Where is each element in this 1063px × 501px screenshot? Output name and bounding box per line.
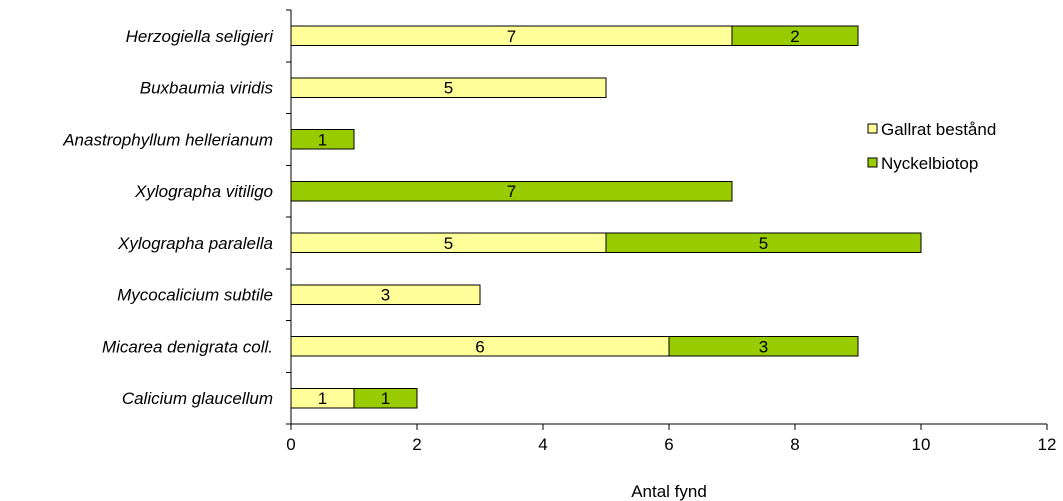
data-labels: 7 2 5 1 7 5 5 3 6 3 1 1 [318, 27, 800, 408]
category-label: Mycocalicium subtile [117, 286, 273, 305]
data-label: 1 [318, 130, 327, 149]
x-tick-label: 12 [1038, 435, 1057, 454]
category-label: Anastrophyllum hellerianum [62, 130, 273, 149]
bar-segment-nyckelbiotop [605, 232, 922, 254]
data-label: 3 [759, 337, 768, 356]
x-tick-labels: 0 2 4 6 8 10 12 [286, 435, 1056, 454]
x-tick-label: 4 [538, 435, 547, 454]
bar-segment-nyckelbiotop [668, 336, 859, 357]
category-label: Buxbaumia viridis [140, 79, 274, 98]
data-label: 2 [790, 27, 799, 46]
legend-label-gallrat: Gallrat bestånd [881, 120, 996, 139]
bar-segment-nyckelbiotop [353, 387, 418, 409]
category-label: Micarea denigrata coll. [102, 337, 273, 356]
x-ticks [290, 424, 1048, 430]
x-tick-label: 8 [790, 435, 799, 454]
data-label: 1 [381, 389, 390, 408]
data-label: 7 [507, 182, 516, 201]
legend-label-nyckelbiotop: Nyckelbiotop [881, 154, 978, 173]
x-axis-title: Antal fynd [631, 482, 707, 501]
y-ticks [286, 9, 291, 425]
category-label: Herzogiella seligieri [126, 27, 275, 46]
category-label: Xylographa vitiligo [134, 182, 273, 201]
category-labels: Herzogiella seligieri Buxbaumia viridis An… [62, 27, 274, 408]
x-tick-label: 6 [664, 435, 673, 454]
category-label: Calicium glaucellum [122, 389, 273, 408]
data-label: 6 [475, 337, 484, 356]
bars [290, 25, 922, 409]
category-label: Xylographa paralella [117, 234, 273, 253]
axes [290, 10, 1047, 425]
x-tick-label: 0 [286, 435, 295, 454]
data-label: 7 [507, 27, 516, 46]
legend: Gallrat bestånd Nyckelbiotop [867, 120, 996, 173]
data-label: 5 [759, 234, 768, 253]
bar-segment-nyckelbiotop [731, 25, 859, 47]
legend-swatch-gallrat [867, 123, 878, 134]
x-tick-label: 10 [912, 435, 931, 454]
data-label: 1 [318, 389, 327, 408]
x-tick-label: 2 [412, 435, 421, 454]
legend-swatch-nyckelbiotop [867, 157, 878, 168]
data-label: 5 [444, 79, 453, 98]
data-label: 5 [444, 234, 453, 253]
data-label: 3 [381, 286, 390, 305]
